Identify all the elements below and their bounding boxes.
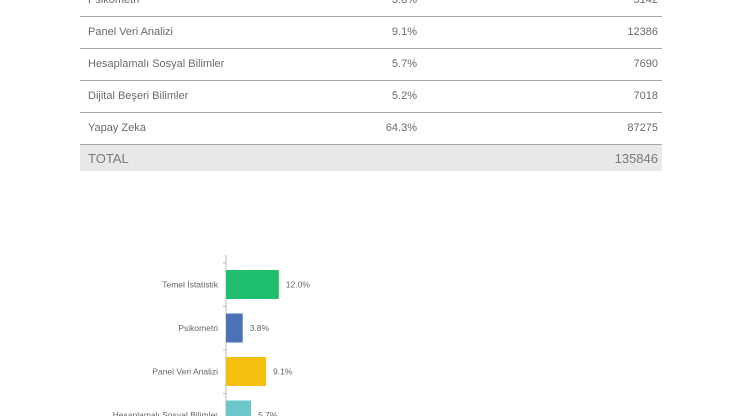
bar — [226, 357, 267, 386]
row-name: Psikometri — [88, 0, 140, 6]
table-row: Panel Veri Analizi 9.1% 12386 — [80, 17, 662, 49]
category-label: Hesaplamalı Sosyal Bilimler — [113, 410, 219, 416]
row-percent: 9.1% — [391, 26, 417, 38]
table-row: Hesaplamalı Sosyal Bilimler 5.7% 7690 — [80, 49, 662, 81]
row-count: 7018 — [633, 90, 658, 102]
row-count: 7690 — [633, 58, 658, 70]
data-table: Psikometri 3.8% 5142 Panel Veri Analizi 9.1%… — [80, 0, 662, 171]
data-label: 12.0% — [286, 280, 311, 290]
category-label: Psikometri — [178, 323, 218, 333]
table-row: Dijital Beşeri Bilimler 5.2% 7018 — [80, 81, 662, 113]
bar — [226, 270, 279, 299]
category-label: Panel Veri Analizi — [152, 367, 218, 377]
row-percent: 3.8% — [391, 0, 417, 6]
total-count: 135846 — [614, 151, 658, 166]
total-label: TOTAL — [88, 151, 129, 166]
row-percent: 5.7% — [391, 58, 417, 70]
bar-chart: Temel İstatistik 12.0% Psikometri 3.8% Panel… — [0, 255, 740, 416]
row-count: 5142 — [633, 0, 658, 6]
row-percent: 5.2% — [391, 90, 417, 102]
table-row: Psikometri 3.8% 5142 — [80, 0, 662, 17]
row-name: Panel Veri Analizi — [88, 26, 173, 38]
bar-chart-svg: Temel İstatistik 12.0% Psikometri 3.8% Panel… — [113, 255, 311, 416]
data-label: 9.1% — [273, 367, 293, 377]
row-count: 12386 — [627, 26, 658, 38]
data-label: 5.7% — [258, 410, 278, 416]
total-row: TOTAL 135846 — [80, 145, 662, 171]
data-label: 3.8% — [250, 323, 270, 333]
bar — [226, 400, 252, 416]
row-name: Dijital Beşeri Bilimler — [88, 90, 189, 102]
row-name: Hesaplamalı Sosyal Bilimler — [88, 58, 225, 70]
row-count: 87275 — [627, 122, 658, 134]
table-row: Yapay Zeka 64.3% 87275 — [80, 113, 662, 145]
row-name: Yapay Zeka — [88, 122, 146, 134]
category-label: Temel İstatistik — [162, 280, 218, 290]
bar — [226, 313, 243, 343]
row-percent: 64.3% — [385, 122, 417, 134]
